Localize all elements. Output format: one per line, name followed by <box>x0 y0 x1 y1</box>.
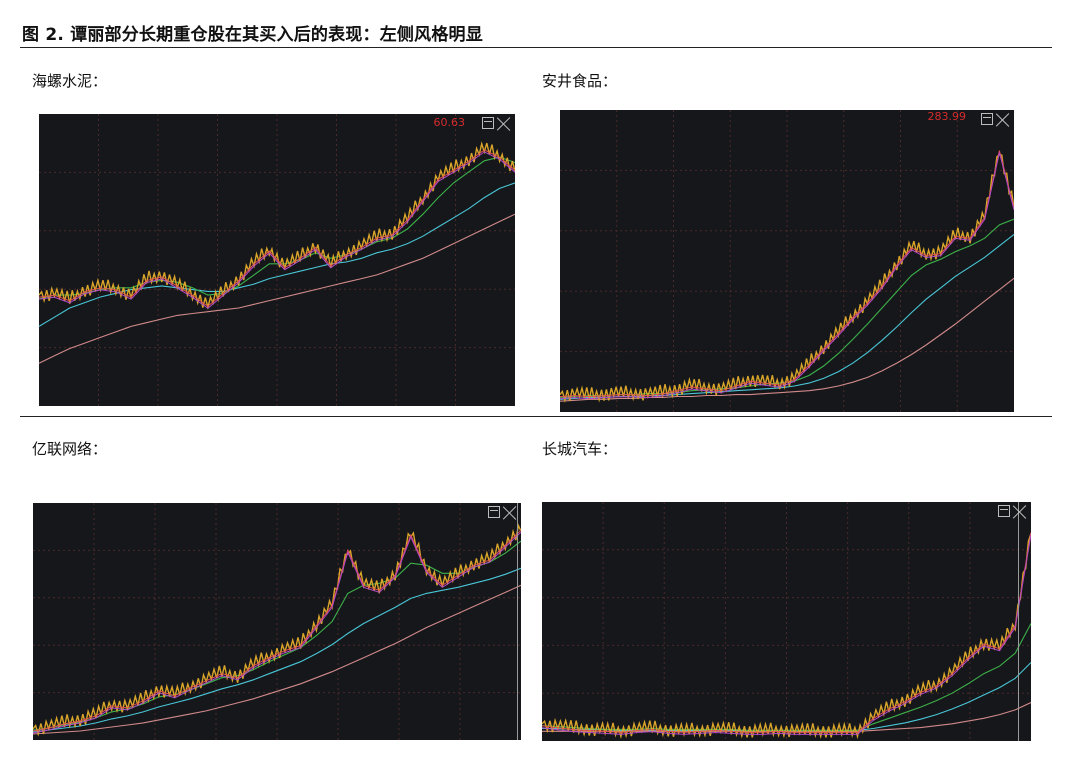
window-controls <box>981 113 1010 127</box>
chart-svg <box>39 114 515 406</box>
middle-rule <box>20 416 1052 417</box>
maximize-icon[interactable] <box>482 117 494 129</box>
series-ma-slowest <box>33 584 521 735</box>
series-ma-slowest <box>560 277 1014 402</box>
window-controls <box>482 117 511 131</box>
series-ma-slow1 <box>33 540 521 731</box>
panel-label: 海螺水泥： <box>32 72 108 90</box>
kline-chart-yealink <box>33 503 521 740</box>
series-ma-fast <box>39 149 515 307</box>
series-ma-fast <box>542 532 1031 733</box>
panel-label: 安井食品： <box>542 72 618 90</box>
window-controls <box>998 505 1027 519</box>
maximize-icon[interactable] <box>998 505 1010 517</box>
series-ma-slowest <box>542 702 1031 732</box>
close-icon[interactable] <box>996 113 1010 127</box>
series-ma-mid <box>39 151 515 309</box>
series-price <box>33 523 521 737</box>
close-icon[interactable] <box>503 506 517 520</box>
chart-svg <box>33 503 521 740</box>
chart-svg <box>542 502 1031 741</box>
series-ma-slowest <box>39 213 515 364</box>
panel-label: 亿联网络： <box>32 440 108 458</box>
series-ma-fast <box>33 529 521 732</box>
series-price <box>39 141 515 311</box>
price-tag: 60.63 <box>433 116 466 129</box>
maximize-icon[interactable] <box>981 113 993 125</box>
panel-label: 长城汽车： <box>542 440 618 458</box>
kline-chart-conch: 60.63 <box>39 114 515 406</box>
chart-svg <box>560 110 1014 412</box>
series-price <box>542 533 1031 740</box>
cursor-line <box>517 503 518 740</box>
series-ma-slow2 <box>33 567 521 733</box>
series-ma-mid <box>560 152 1014 400</box>
cursor-line <box>1018 502 1019 741</box>
kline-chart-greatwall <box>542 502 1031 741</box>
close-icon[interactable] <box>497 117 511 131</box>
series-ma-fast <box>560 150 1014 398</box>
kline-chart-anjoy: 283.99 <box>560 110 1014 412</box>
series-ma-mid <box>542 534 1031 735</box>
series-ma-slow2 <box>560 233 1014 400</box>
figure-title: 图 2. 谭丽部分长期重仓股在其买入后的表现：左侧风格明显 <box>22 25 483 45</box>
close-icon[interactable] <box>1013 505 1027 519</box>
title-rule <box>20 47 1052 48</box>
price-tag: 283.99 <box>927 110 967 123</box>
window-controls <box>488 506 517 520</box>
series-price <box>560 153 1014 403</box>
series-ma-slow1 <box>542 623 1031 731</box>
series-ma-mid <box>33 531 521 734</box>
maximize-icon[interactable] <box>488 506 500 518</box>
